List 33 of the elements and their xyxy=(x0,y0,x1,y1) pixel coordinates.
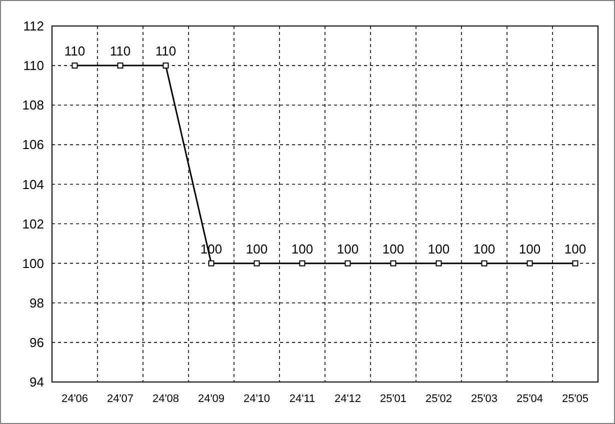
y-tick-label: 96 xyxy=(30,334,44,350)
y-tick-label: 104 xyxy=(22,176,44,192)
data-label: 110 xyxy=(64,44,86,59)
x-tick-label: 24'09 xyxy=(198,393,225,405)
data-label: 100 xyxy=(473,241,496,256)
x-tick-label: 25'05 xyxy=(562,393,589,405)
x-tick-label: 24'06 xyxy=(61,393,88,405)
data-label: 100 xyxy=(518,241,541,256)
x-tick-label: 24'11 xyxy=(289,393,316,405)
data-label: 100 xyxy=(246,241,268,256)
x-tick-label: 25'04 xyxy=(516,393,544,405)
x-tick-label: 25'02 xyxy=(425,393,452,405)
x-tick-label: 24'10 xyxy=(243,393,270,405)
x-tick-label: 24'07 xyxy=(106,393,134,405)
y-tick-label: 112 xyxy=(23,18,44,34)
y-tick-label: 106 xyxy=(22,137,44,152)
y-tick-label: 98 xyxy=(30,295,44,310)
y-tick-label: 108 xyxy=(22,98,44,113)
x-tick-label: 25'03 xyxy=(470,393,498,405)
y-tick-label: 94 xyxy=(30,374,44,390)
data-label: 100 xyxy=(382,241,404,256)
x-tick-label: 24'12 xyxy=(334,393,362,405)
data-label: 100 xyxy=(291,241,314,256)
data-label: 100 xyxy=(428,241,450,256)
x-tick-label: 25'01 xyxy=(380,393,407,405)
y-tick-label: 110 xyxy=(23,58,44,74)
y-tick-label: 100 xyxy=(22,256,44,271)
data-label: 110 xyxy=(155,44,176,59)
data-label: 110 xyxy=(110,44,131,59)
y-tick-label: 102 xyxy=(22,216,44,232)
data-label: 100 xyxy=(336,241,359,256)
x-tick-label: 24'08 xyxy=(152,393,180,405)
data-label: 100 xyxy=(564,241,586,256)
